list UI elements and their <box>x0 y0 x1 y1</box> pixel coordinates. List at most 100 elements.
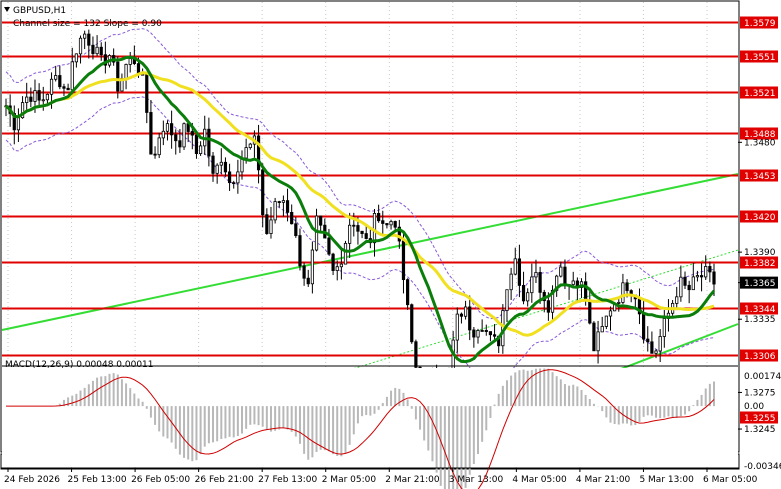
candle-body <box>662 318 666 337</box>
candle-body <box>294 223 298 236</box>
price-tick-label: 1.3335 <box>744 315 776 325</box>
level-label: 1.3521 <box>744 89 776 99</box>
macd-tick-label: -0.00346 <box>744 462 781 472</box>
macd-signal-line <box>6 369 715 489</box>
candle-body <box>145 73 149 113</box>
time-tick-label: 24 Feb 2026 <box>4 475 60 485</box>
candle-body <box>45 93 50 101</box>
candle-body <box>244 147 248 159</box>
candle-body <box>103 54 107 66</box>
candle-body <box>695 275 700 278</box>
candle-body <box>385 223 389 226</box>
candle-body <box>37 90 41 101</box>
candle-body <box>302 265 306 279</box>
candle-body <box>99 46 103 56</box>
time-tick-label: 4 Mar 21:00 <box>576 475 631 485</box>
candle-body <box>584 281 588 301</box>
candle-body <box>530 276 534 294</box>
time-tick-label: 4 Mar 05:00 <box>512 475 567 485</box>
candle-body <box>526 292 530 302</box>
candle-body <box>414 341 418 368</box>
candle-body <box>600 326 604 333</box>
candle-body <box>269 219 273 234</box>
candle-body <box>476 330 480 338</box>
candle-body <box>16 117 21 131</box>
level-label-bg <box>740 16 778 29</box>
level-label: 1.3551 <box>744 53 776 63</box>
time-tick-label: 26 Feb 05:00 <box>131 475 190 485</box>
candle-body <box>29 96 33 102</box>
candle-body <box>360 230 364 234</box>
candle-body <box>463 306 468 317</box>
candle-body <box>54 75 58 80</box>
candle-body <box>128 58 132 65</box>
candle-body <box>314 215 319 251</box>
candle-body <box>704 266 708 278</box>
candle-body <box>281 200 286 203</box>
price-tick-label: 1.3480 <box>744 138 776 148</box>
candle-body <box>625 282 629 292</box>
level-label-bg <box>740 169 778 182</box>
candle-body <box>654 350 658 354</box>
candle-body <box>227 171 232 184</box>
price-tick-label: 1.3275 <box>744 388 776 398</box>
candle-body <box>170 123 174 136</box>
candle-body <box>521 284 526 302</box>
candle-body <box>410 304 414 343</box>
candle-body <box>691 276 695 291</box>
candle-body <box>675 296 679 304</box>
envelope-bands <box>5 28 715 388</box>
time-tick-label: 3 Mar 13:00 <box>449 475 504 485</box>
level-label-bg <box>740 256 778 269</box>
current-price-bg <box>740 276 778 289</box>
time-tick-label: 2 Mar 05:00 <box>322 475 377 485</box>
candle-body <box>124 64 128 79</box>
level-label: 1.3453 <box>744 172 776 182</box>
candle-body <box>331 253 335 271</box>
candle-body <box>66 87 70 91</box>
candle-body <box>335 266 339 271</box>
candle-body <box>62 86 66 89</box>
candle-body <box>505 289 509 311</box>
dropdown-triangle-icon[interactable] <box>4 7 10 12</box>
level-label: 1.3488 <box>744 130 776 140</box>
price-tick-label: 1.3390 <box>744 248 776 258</box>
candle-body <box>83 33 87 39</box>
candle-body <box>273 201 277 221</box>
macd-histogram <box>2 365 738 489</box>
candle-body <box>306 277 310 285</box>
candle-body <box>161 130 165 139</box>
time-tick-label: 27 Feb 13:00 <box>258 475 317 485</box>
candle-body <box>232 182 236 185</box>
macd-axis: 0.00174 0.00 -0.00346 <box>744 372 781 472</box>
level-label-bg <box>740 127 778 140</box>
candle-body <box>194 134 199 154</box>
candle-body <box>459 313 464 317</box>
candle-body <box>513 258 517 275</box>
level-label: 1.3579 <box>744 19 776 29</box>
candle-body <box>310 249 314 285</box>
candle-body <box>157 137 161 156</box>
candle-body <box>116 61 120 92</box>
price-tick-label: 1.3245 <box>744 425 776 435</box>
candle-body <box>517 258 522 286</box>
time-tick-label: 2 Mar 21:00 <box>385 475 440 485</box>
candle-body <box>699 275 704 278</box>
ma-fast-line <box>4 55 716 364</box>
candle-body <box>492 334 497 337</box>
level-label-bg <box>740 302 778 315</box>
candle-body <box>608 310 613 317</box>
candle-body <box>488 331 493 336</box>
candle-body <box>650 341 654 354</box>
level-label-bg <box>740 349 778 362</box>
candle-body <box>617 302 621 304</box>
candle-body <box>646 338 650 343</box>
candle-body <box>12 113 16 131</box>
candle-body <box>91 44 95 55</box>
candle-body <box>588 299 592 324</box>
candle-body <box>356 225 360 232</box>
channel-info-label: Channel size = 132 Slope = 0.90 <box>13 19 162 29</box>
time-tick-label: 25 Feb 13:00 <box>68 475 127 485</box>
level-label-bg <box>740 411 778 424</box>
macd-tick-label: 0.00174 <box>744 372 781 382</box>
